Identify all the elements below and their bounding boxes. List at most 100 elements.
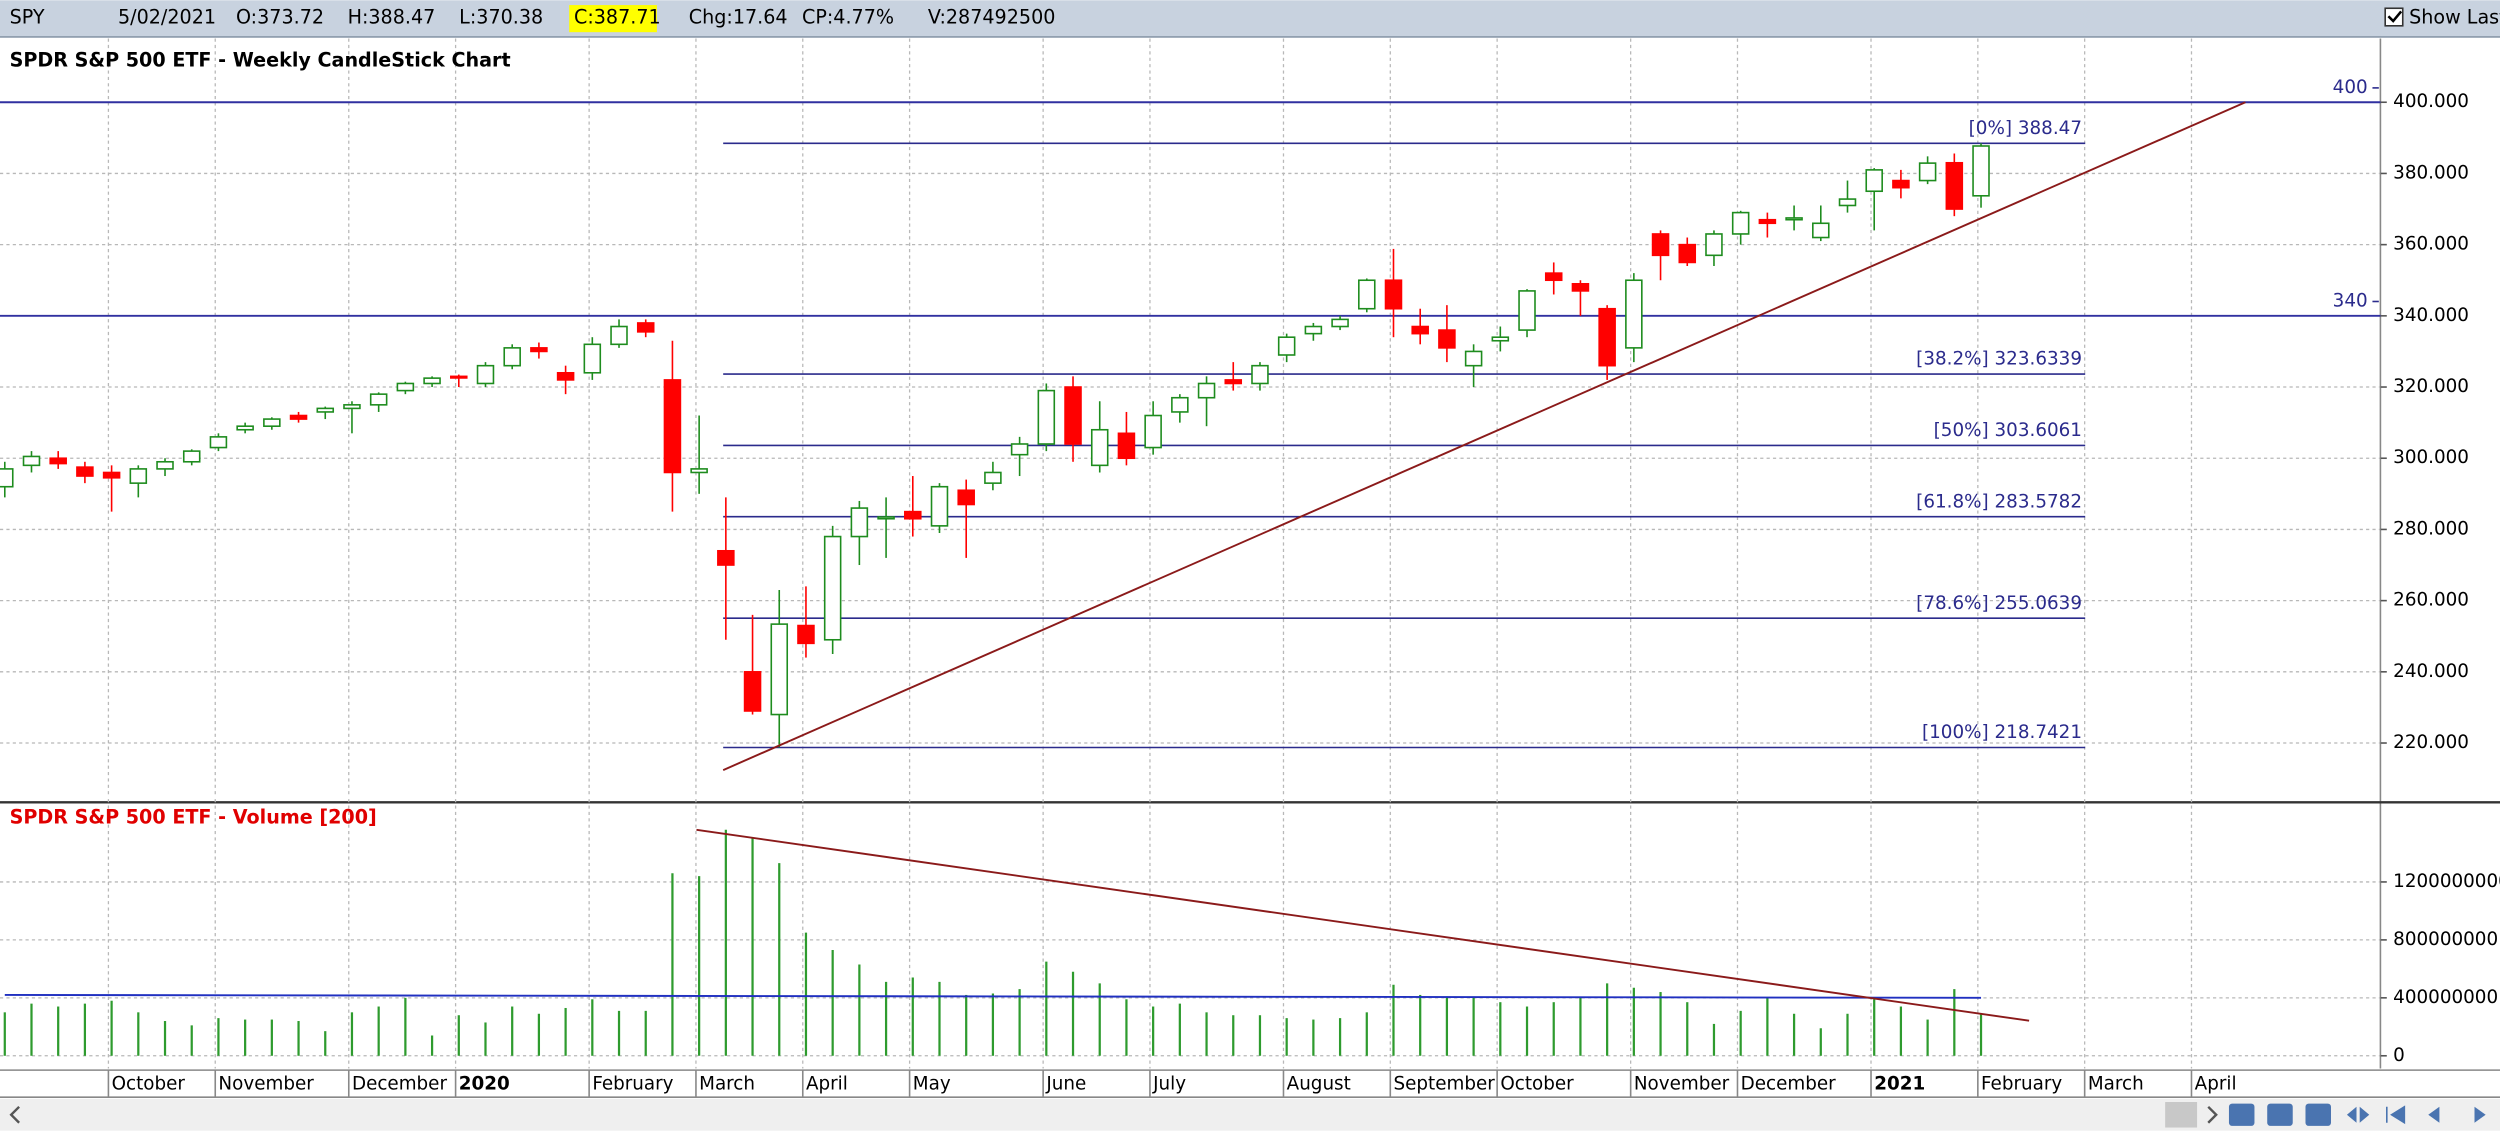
horizontal-line-label: 340: [2333, 290, 2368, 311]
candle-body: [717, 549, 735, 566]
candle-body: [743, 671, 762, 712]
nav-button[interactable]: [2428, 1106, 2440, 1123]
plot-area: October November December 2020 February March…: [0, 38, 2387, 1098]
x-tick-label: November: [218, 1073, 314, 1094]
candle-body: [1812, 222, 1830, 239]
y-tick-label: 240.000: [2393, 661, 2469, 682]
candle-body: [236, 425, 254, 431]
candle-body: [1571, 283, 1590, 292]
volume-average-line: [4, 993, 1982, 999]
candle-body: [904, 510, 922, 520]
fibonacci-label: [0%] 388.47: [1969, 118, 2082, 139]
candle-body: [1598, 307, 1616, 367]
checkbox[interactable]: [2384, 7, 2404, 27]
scroll-left[interactable]: [9, 1105, 20, 1124]
candle-body: [583, 343, 602, 374]
candle-body: [263, 418, 281, 427]
candle-body: [1518, 290, 1536, 331]
candle-body: [1838, 198, 1857, 207]
candle-body: [76, 466, 94, 477]
change-percent: CP:4.77%: [802, 5, 894, 28]
candle-body: [690, 468, 708, 474]
x-tick-label: 2021: [1874, 1073, 1925, 1094]
zoom-button[interactable]: [2228, 1103, 2255, 1126]
show-last-label[interactable]: Show Last: [2409, 5, 2500, 28]
candle-body: [343, 404, 361, 410]
y-tick-label: 340.000: [2393, 305, 2469, 326]
scrollbar-track: [0, 1098, 2500, 1131]
scroll-right[interactable]: [2207, 1105, 2218, 1124]
candle-body: [1945, 161, 1964, 210]
candle-body: [1144, 414, 1162, 449]
volume-title: SPDR S&P 500 ETF - Volume [200]: [10, 806, 377, 829]
candle-body: [1758, 218, 1777, 225]
x-tick-label: June: [1045, 1073, 1086, 1094]
candle-body: [1064, 386, 1082, 445]
candle-body: [1358, 279, 1376, 310]
y-tick-label: 400.000: [2393, 91, 2469, 112]
candle-body: [823, 535, 842, 641]
candle-body: [1892, 179, 1910, 189]
y-tick-label: 320.000: [2393, 376, 2469, 397]
candle-body: [369, 393, 388, 406]
y-tick-label: 360.000: [2393, 234, 2469, 255]
candle-body: [316, 407, 335, 413]
candle-body: [850, 507, 869, 538]
candle-body: [1037, 389, 1056, 445]
low: L:370.38: [459, 5, 543, 28]
candle-body: [1678, 243, 1697, 264]
candle-body: [1304, 325, 1323, 335]
candle-body: [1705, 233, 1723, 257]
scroll-thumb[interactable]: [2165, 1102, 2198, 1128]
x-tick-label: March: [2088, 1073, 2144, 1094]
y-tick-label: 260.000: [2393, 590, 2469, 611]
candle-body: [396, 382, 415, 392]
candle-body: [1090, 428, 1109, 467]
candle-body: [1010, 443, 1029, 456]
date: 5/02/2021: [118, 5, 216, 28]
check-mark: [2387, 10, 2403, 23]
nav-button[interactable]: [2346, 1106, 2370, 1123]
y-tick-label: 300.000: [2393, 447, 2469, 468]
candle-body: [1384, 279, 1403, 310]
y-tick-label: 0: [2393, 1045, 2405, 1066]
nav-button[interactable]: [2386, 1105, 2406, 1125]
zoom-button[interactable]: [2305, 1103, 2331, 1126]
candle-body: [156, 460, 174, 470]
candle-body: [984, 471, 1002, 484]
x-tick-label: May: [913, 1073, 951, 1094]
candle-body: [1785, 217, 1803, 221]
candle-body: [957, 489, 975, 506]
candle-body: [1197, 382, 1216, 399]
y-tick-label: 280.000: [2393, 518, 2469, 539]
candle-body: [0, 468, 14, 488]
zoom-button[interactable]: [2267, 1103, 2293, 1126]
candle-body: [930, 485, 949, 527]
candle-body: [1411, 325, 1429, 335]
candle-body: [1972, 145, 1990, 197]
close: C:387.71: [574, 5, 661, 28]
x-tick-label: April: [2195, 1073, 2237, 1094]
x-tick-label: December: [352, 1073, 448, 1094]
nav-button[interactable]: [2474, 1106, 2486, 1123]
x-tick-label: February: [592, 1073, 673, 1094]
candle-body: [1491, 336, 1510, 342]
x-tick-label: August: [1287, 1073, 1351, 1094]
candle-body: [102, 471, 121, 479]
candle-body: [1117, 432, 1136, 460]
candle-body: [877, 516, 895, 520]
fibonacci-label: [61.8%] 283.5782: [1916, 491, 2082, 512]
open: O:373.72: [236, 5, 324, 28]
y-tick-label: 800000000: [2393, 929, 2498, 950]
trend-line: [696, 828, 2030, 1022]
candle-body: [770, 623, 789, 716]
scrollbar: [0, 1098, 2500, 1131]
fibonacci-label: [78.6%] 255.0639: [1916, 593, 2082, 614]
x-tick-label: February: [1981, 1073, 2062, 1094]
candle-body: [636, 322, 655, 333]
candle-body: [1331, 318, 1349, 328]
change: Chg:17.64: [689, 5, 788, 28]
